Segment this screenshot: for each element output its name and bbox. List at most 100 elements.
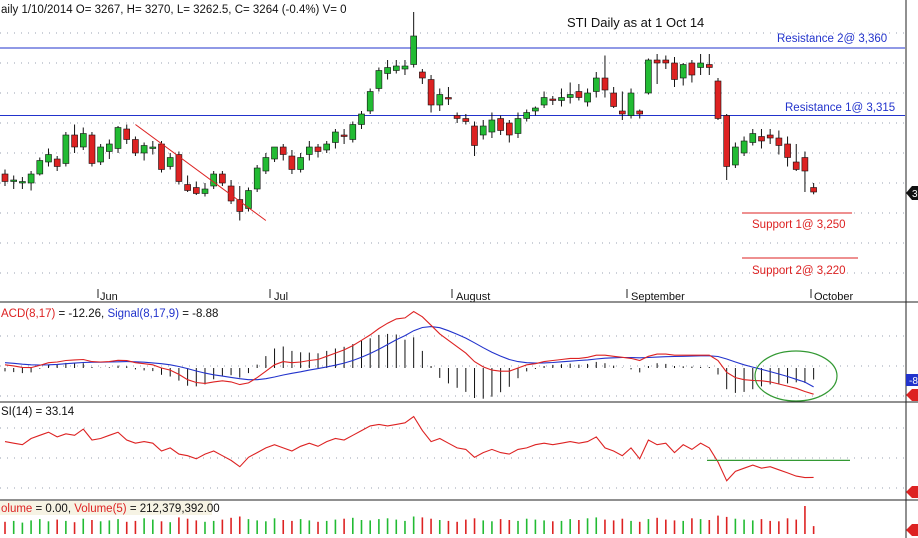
candle-body bbox=[193, 187, 200, 194]
candle bbox=[732, 142, 739, 168]
candle-body bbox=[532, 107, 539, 112]
candle-body bbox=[679, 64, 687, 79]
month-label-jul: Jul bbox=[274, 291, 288, 303]
candle bbox=[505, 120, 513, 143]
header-bg bbox=[0, 0, 360, 18]
candle bbox=[792, 144, 800, 171]
candle-body bbox=[253, 167, 261, 190]
candle-body bbox=[219, 173, 226, 184]
candle bbox=[610, 87, 617, 108]
candle-body bbox=[106, 143, 113, 152]
rsi-line bbox=[4, 415, 814, 482]
candle bbox=[401, 60, 409, 75]
candle-body bbox=[505, 122, 513, 136]
candle bbox=[462, 114, 470, 125]
candle bbox=[697, 54, 704, 75]
candle-body bbox=[784, 143, 791, 158]
price-marker bbox=[906, 186, 918, 200]
candle bbox=[62, 132, 70, 167]
candle-body bbox=[88, 134, 96, 164]
candle bbox=[253, 165, 261, 192]
candle-body bbox=[766, 134, 774, 139]
candle-body bbox=[175, 154, 183, 182]
candle-body bbox=[419, 71, 426, 79]
candle-body bbox=[740, 140, 748, 154]
macd-panel bbox=[4, 310, 838, 402]
candle-body bbox=[427, 79, 435, 106]
candle-body bbox=[80, 133, 87, 148]
candle bbox=[358, 111, 365, 129]
candle bbox=[766, 129, 774, 144]
candle bbox=[193, 181, 200, 195]
rsi-label: SI(14) = 33.14 bbox=[1, 406, 75, 418]
candle bbox=[166, 153, 174, 170]
candle bbox=[149, 141, 157, 155]
candle bbox=[392, 60, 400, 74]
candle bbox=[349, 121, 357, 143]
candle-body bbox=[445, 97, 452, 100]
candle-body bbox=[592, 77, 600, 92]
candle bbox=[532, 106, 539, 116]
candle bbox=[601, 55, 609, 98]
chart-title: STI Daily as at 1 Oct 14 bbox=[567, 15, 704, 30]
candle-body bbox=[575, 91, 583, 98]
candle-body bbox=[401, 65, 409, 70]
candle bbox=[80, 127, 87, 150]
month-label-aug: August bbox=[456, 291, 490, 303]
candle-body bbox=[749, 133, 757, 143]
candle-body bbox=[184, 184, 191, 191]
candle-body bbox=[792, 161, 800, 170]
candle-body bbox=[436, 94, 444, 106]
candle bbox=[97, 144, 104, 165]
candle bbox=[714, 78, 722, 120]
signal-marker bbox=[906, 389, 918, 401]
candle bbox=[106, 139, 113, 159]
candle bbox=[419, 69, 426, 84]
candle bbox=[384, 60, 391, 80]
candle-body bbox=[384, 67, 391, 74]
candle bbox=[323, 141, 331, 153]
candle bbox=[71, 124, 78, 153]
candle bbox=[53, 156, 61, 171]
candle-body bbox=[305, 146, 313, 155]
macd-label-name: ACD(8,17) bbox=[1, 308, 55, 320]
trendline bbox=[135, 124, 267, 221]
candle bbox=[19, 177, 26, 189]
volume-marker bbox=[906, 524, 918, 536]
candle-body bbox=[314, 146, 322, 152]
candle bbox=[784, 136, 791, 167]
candle bbox=[627, 88, 635, 119]
candle-body bbox=[236, 199, 244, 212]
candle-body bbox=[627, 92, 635, 116]
candle bbox=[45, 148, 52, 167]
candle-body bbox=[697, 62, 704, 68]
candle bbox=[36, 157, 44, 176]
candle bbox=[723, 114, 731, 180]
candle-body bbox=[375, 70, 383, 89]
support-2-label: Support 2@ 3,220 bbox=[752, 265, 846, 277]
candle bbox=[618, 91, 626, 120]
candle bbox=[575, 84, 583, 101]
candle-body bbox=[114, 127, 122, 149]
volume-label: olume = 0.00, Volume(5) = 212,379,392.00 bbox=[1, 503, 220, 515]
candle bbox=[523, 109, 531, 122]
candle bbox=[705, 54, 713, 75]
candle-body bbox=[245, 190, 252, 209]
candle bbox=[497, 115, 504, 135]
candle-body bbox=[653, 59, 661, 64]
candle bbox=[366, 88, 374, 114]
candle bbox=[758, 129, 765, 149]
candle-body bbox=[462, 118, 470, 122]
candle-body bbox=[732, 146, 739, 166]
candle bbox=[332, 129, 339, 149]
candle-body bbox=[540, 97, 548, 106]
candle-body bbox=[297, 157, 304, 170]
candle-body bbox=[392, 65, 400, 71]
candle-body bbox=[149, 146, 157, 149]
candle bbox=[27, 171, 35, 191]
candle-body bbox=[140, 145, 148, 154]
candle-body bbox=[584, 92, 591, 103]
rsi-panel bbox=[4, 415, 850, 482]
candle-body bbox=[636, 110, 644, 115]
